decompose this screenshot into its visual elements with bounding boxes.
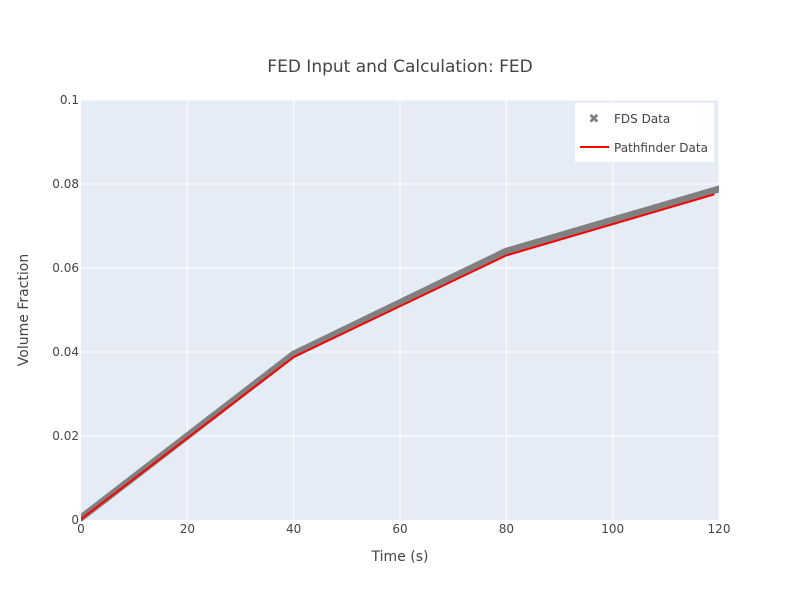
x-tick-label: 40: [286, 522, 301, 536]
y-axis-title: Volume Fraction: [16, 254, 32, 366]
series-pathfinder-line: [81, 193, 714, 520]
x-tick-label: 120: [708, 522, 731, 536]
x-tick-label: 60: [392, 522, 407, 536]
legend-box: [575, 103, 714, 162]
legend-item-fds[interactable]: ✖ FDS Data: [589, 112, 671, 127]
series-fds-point: [715, 185, 719, 193]
y-tick-label: 0.1: [60, 93, 79, 107]
y-tick-label: 0.08: [52, 177, 79, 191]
series-fds-line: [81, 185, 719, 522]
y-tick-label: 0: [71, 513, 79, 527]
series-clip-group: [81, 185, 719, 522]
series-pathfinder-point: [81, 518, 82, 520]
series-pathfinder-point: [292, 356, 295, 358]
x-tick-label: 20: [180, 522, 195, 536]
legend-item-pathfinder[interactable]: Pathfinder Data: [580, 141, 708, 155]
legend-pathfinder-label: Pathfinder Data: [614, 141, 708, 155]
x-tick-label: 100: [601, 522, 624, 536]
y-tick-label: 0.02: [52, 429, 79, 443]
x-axis-title: Time (s): [371, 549, 429, 565]
x-tick-label: 0: [77, 522, 85, 536]
legend-fds-label: FDS Data: [614, 112, 670, 126]
y-axis-ticks: 0 0.02 0.04 0.06 0.08 0.1: [52, 93, 79, 527]
gridlines: [81, 99, 720, 520]
chart-title: FED Input and Calculation: FED: [267, 57, 532, 77]
series-layer: [81, 185, 719, 522]
series-pathfinder-point: [712, 193, 715, 196]
x-tick-label: 80: [499, 522, 514, 536]
legend-fds-marker-x-icon: ✖: [589, 112, 600, 127]
series-fds-point: [502, 247, 510, 255]
y-tick-label: 0.06: [52, 261, 79, 275]
x-axis-ticks: 0 20 40 60 80 100 120: [77, 522, 730, 536]
y-tick-label: 0.04: [52, 345, 79, 359]
legend[interactable]: ✖ FDS Data Pathfinder Data: [575, 103, 714, 162]
series-pathfinder-point: [505, 254, 508, 257]
